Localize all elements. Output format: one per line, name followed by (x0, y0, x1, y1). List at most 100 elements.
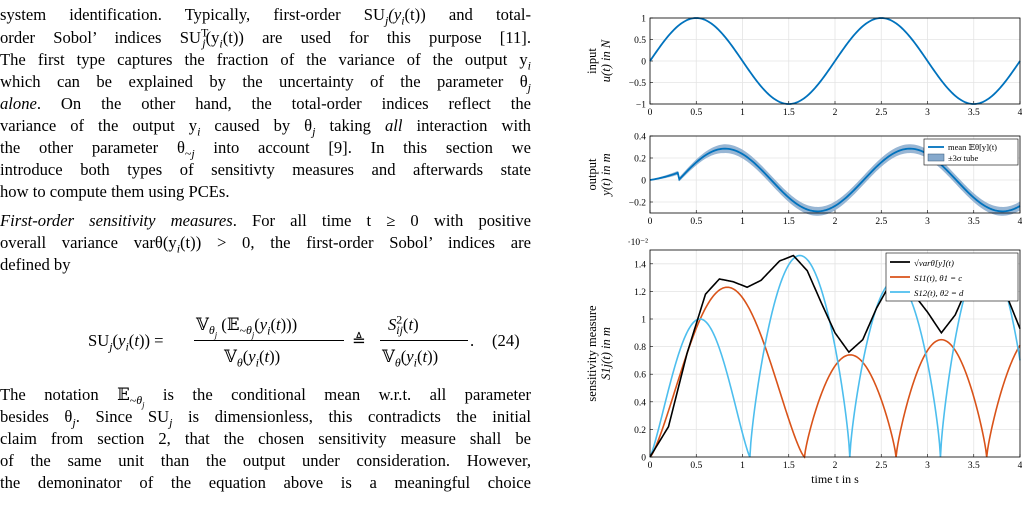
text-span: all (384, 116, 403, 135)
legend-label: S11(t), θ1 = c (914, 273, 962, 283)
text-span: . Since SU (75, 407, 170, 426)
x-tick-label: 0.5 (690, 217, 702, 227)
y-tick-label: 0 (641, 58, 646, 68)
y-tick-label: 0 (641, 177, 646, 187)
x-tick-label: 2 (833, 108, 838, 118)
text-span: The notation 𝔼 (0, 385, 130, 404)
x-tick-label: 4 (1018, 108, 1022, 118)
legend-label: √varθ[y](t) (914, 258, 954, 268)
text-span: (t)) > 0, the first-order Sobol’ indices… (180, 233, 531, 252)
text-span: besides θ (0, 407, 73, 426)
text-line: of the same unit than the output under c… (0, 450, 531, 472)
y-axis-label: input (585, 48, 599, 74)
x-tick-label: 3 (925, 217, 930, 227)
x-tick-label: 1 (740, 461, 745, 471)
figure-svg: 0 0.5 1 1.5 2 2.5 3 3.5 4 −1 −0.5 0 0.5 1 input u(t) in… (585, 15, 1022, 487)
series-tube (650, 144, 1020, 216)
x-tick-label: 1 (740, 108, 745, 118)
text-span: is dimensionless, this contradicts the i… (172, 407, 531, 426)
x-tick-label: 3.5 (968, 108, 980, 118)
text-span: the other parameter θ (0, 138, 185, 157)
text-span: system identification. Typically, first-… (0, 5, 385, 24)
y-tick-label: 0.5 (634, 36, 646, 46)
y-tick-label: 1 (641, 316, 646, 326)
text-span: alone (0, 94, 37, 113)
y-tick-label: 0.2 (634, 155, 646, 165)
series-line-input (649, 17, 1021, 105)
axis-exponent-label: ·10⁻² (627, 238, 648, 248)
text-span: (t)) and total- (404, 5, 531, 24)
legend-label: ±3σ tube (948, 153, 978, 163)
figure-three-panels: 0 0.5 1 1.5 2 2.5 3 3.5 4 −1 −0.5 0 0.5 1 input u(t) in… (570, 0, 1022, 514)
text-span: (t)) are used for this purpose [11]. (222, 28, 531, 47)
text-line: The notation 𝔼~θj is the conditional mea… (0, 385, 531, 410)
text-line: the demoninator of the equation above is… (0, 472, 531, 494)
x-tick-label: 3.5 (968, 461, 980, 471)
y-tick-label: 1 (641, 15, 646, 25)
y-axis-label: y(t) in m (599, 153, 613, 197)
x-tick-label: 0.5 (690, 461, 702, 471)
y-tick-label: −0.2 (629, 199, 646, 209)
series-line-s12 (649, 254, 1021, 458)
text-line: introduce both types of sensitivty measu… (0, 159, 531, 181)
legend-label: mean 𝔼θ[y](t) (948, 142, 997, 152)
x-tick-label: 0 (648, 461, 653, 471)
x-tick-label: 0.5 (690, 108, 702, 118)
x-tick-label: 3.5 (968, 217, 980, 227)
text-line: The first type captures the fraction of … (0, 50, 531, 73)
text-span: claim from section 2, that the chosen se… (0, 429, 531, 448)
x-tick-label: 4 (1018, 461, 1022, 471)
y-tick-label: 0.4 (634, 398, 646, 408)
text-span: taking (315, 116, 385, 135)
text-span: which can be explained by the uncertaint… (0, 72, 528, 91)
text-span: caused by θ (200, 116, 313, 135)
text-span: overall variance varθ(y (0, 233, 177, 252)
y-tick-label: 0.6 (634, 371, 646, 381)
text-span: interaction with (402, 116, 531, 135)
equation-number: (24) (492, 331, 520, 350)
text-line: claim from section 2, that the chosen se… (0, 428, 531, 450)
text-span: . For all time t ≥ 0 with positive (232, 211, 531, 230)
text-span: variance of the output y (0, 116, 198, 135)
x-tick-label: 2.5 (875, 217, 887, 227)
y-tick-label: 0 (641, 454, 646, 464)
y-axis-label: output (585, 158, 599, 190)
x-axis-label: time t in s (811, 472, 859, 486)
x-tick-label: 0 (648, 108, 653, 118)
legend-swatch (927, 153, 945, 162)
text-span: (y (388, 5, 402, 24)
text-span: First-order sensitivity measures (0, 211, 233, 230)
x-tick-label: 2 (833, 217, 838, 227)
text-line: alone. On the other hand, the total-orde… (0, 93, 531, 115)
text-span: is the conditional mean w.r.t. all param… (144, 385, 531, 404)
text-span: the demoninator of the equation above is… (0, 473, 531, 492)
text-span: of the same unit than the output under c… (0, 451, 531, 470)
text-span: . On the other hand, the total-order ind… (36, 94, 531, 113)
text-line: variance of the output yi caused by θj t… (0, 116, 531, 139)
x-tick-label: 0 (648, 217, 653, 227)
text-line: defined by (0, 254, 531, 276)
y-axis-label: S1j(t) in m (599, 327, 613, 380)
x-tick-label: 2 (833, 461, 838, 471)
plot-frame (649, 135, 1021, 214)
series-line-s11 (649, 286, 1021, 459)
text-span: The first type captures the fraction of … (0, 50, 528, 69)
text-line: First-order sensitivity measures. For al… (0, 210, 531, 232)
y-axis-label: u(t) in N (599, 39, 613, 82)
x-tick-label: 3 (925, 108, 930, 118)
x-tick-label: 1.5 (783, 461, 795, 471)
paper-text-column: system identification. Typically, first-… (0, 5, 531, 494)
y-tick-label: 0.4 (634, 133, 646, 143)
series-line-mean (649, 147, 1021, 213)
y-tick-label: 1.4 (634, 260, 646, 270)
text-span: order Sobol’ indices SU (0, 28, 201, 47)
y-tick-label: 0.8 (634, 343, 646, 353)
y-axis-label: sensitivity measure (585, 305, 599, 402)
text-line: how to compute them using PCEs. (0, 181, 531, 203)
plot-frame (649, 17, 1021, 105)
x-tick-label: 2.5 (875, 108, 887, 118)
x-tick-label: 2.5 (875, 461, 887, 471)
x-tick-label: 3 (925, 461, 930, 471)
text-line: system identification. Typically, first-… (0, 5, 531, 28)
x-tick-label: 1.5 (783, 108, 795, 118)
